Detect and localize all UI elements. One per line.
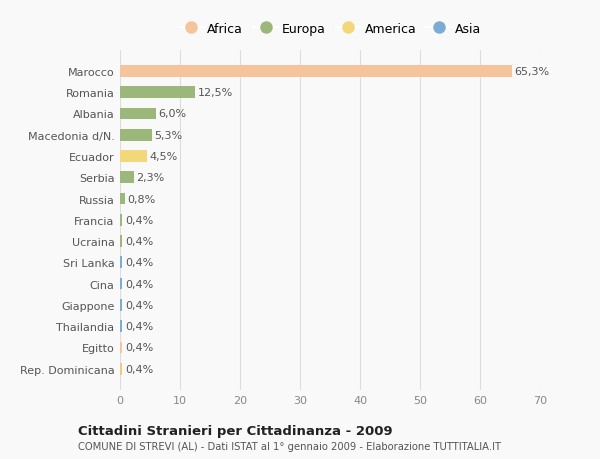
Text: 0,8%: 0,8%: [127, 194, 155, 204]
Bar: [120, 129, 152, 141]
Text: 0,4%: 0,4%: [125, 300, 153, 310]
Text: 0,4%: 0,4%: [125, 343, 153, 353]
Bar: [120, 299, 122, 311]
Bar: [120, 172, 134, 184]
Text: Cittadini Stranieri per Cittadinanza - 2009: Cittadini Stranieri per Cittadinanza - 2…: [78, 424, 392, 437]
Text: 65,3%: 65,3%: [514, 67, 550, 77]
Text: 2,3%: 2,3%: [136, 173, 164, 183]
Text: 0,4%: 0,4%: [125, 258, 153, 268]
Bar: [120, 363, 122, 375]
Text: 12,5%: 12,5%: [197, 88, 233, 98]
Bar: [120, 108, 156, 120]
Text: 0,4%: 0,4%: [125, 279, 153, 289]
Text: 0,4%: 0,4%: [125, 236, 153, 246]
Bar: [120, 278, 122, 290]
Bar: [120, 66, 512, 78]
Legend: Africa, Europa, America, Asia: Africa, Europa, America, Asia: [179, 23, 481, 36]
Text: COMUNE DI STREVI (AL) - Dati ISTAT al 1° gennaio 2009 - Elaborazione TUTTITALIA.: COMUNE DI STREVI (AL) - Dati ISTAT al 1°…: [78, 441, 501, 451]
Bar: [120, 214, 122, 226]
Bar: [120, 320, 122, 332]
Bar: [120, 236, 122, 247]
Text: 4,5%: 4,5%: [149, 151, 178, 162]
Text: 0,4%: 0,4%: [125, 321, 153, 331]
Text: 0,4%: 0,4%: [125, 364, 153, 374]
Bar: [120, 193, 125, 205]
Text: 6,0%: 6,0%: [158, 109, 187, 119]
Bar: [120, 257, 122, 269]
Text: 0,4%: 0,4%: [125, 215, 153, 225]
Text: 5,3%: 5,3%: [154, 130, 182, 140]
Bar: [120, 87, 195, 99]
Bar: [120, 342, 122, 353]
Bar: [120, 151, 147, 162]
